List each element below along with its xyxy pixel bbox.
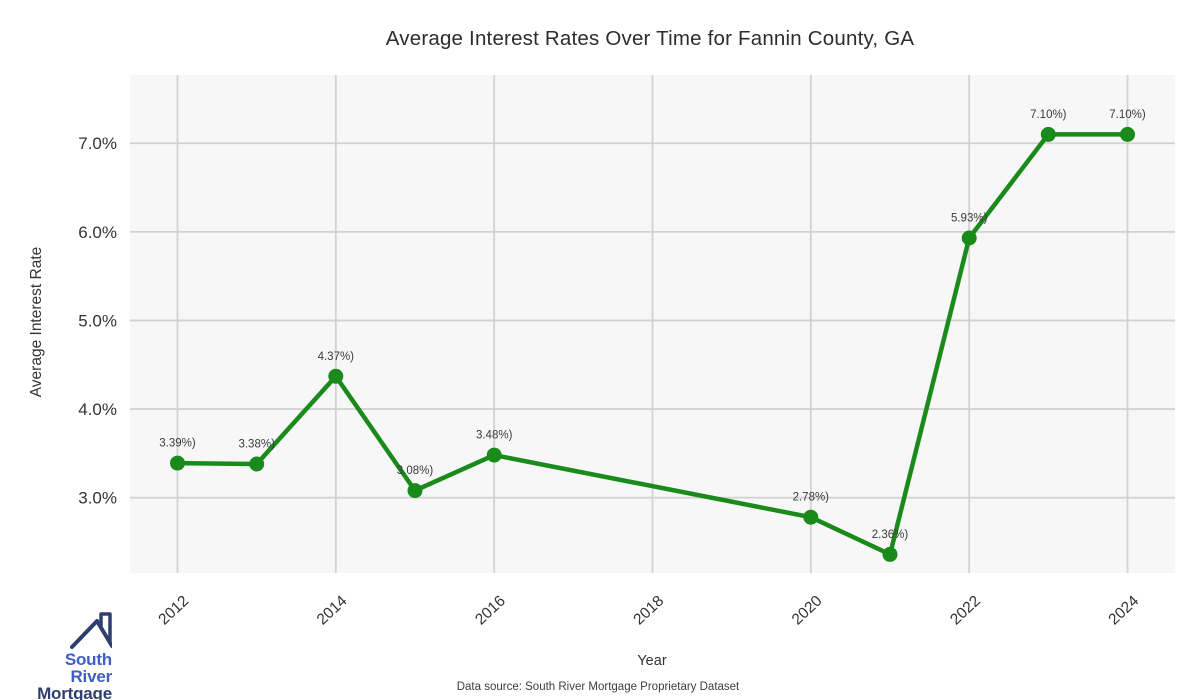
- data-point-label: 3.38%): [238, 439, 275, 451]
- y-tick-label: 7.0%: [78, 134, 117, 153]
- x-tick-label: 2014: [314, 592, 351, 628]
- data-point-label: 5.93%): [951, 213, 988, 225]
- data-point: [249, 456, 265, 472]
- y-tick-label: 5.0%: [78, 312, 117, 331]
- company-logo: South River Mortgage: [20, 608, 112, 700]
- data-point: [882, 546, 898, 562]
- x-tick-label: 2022: [947, 592, 984, 628]
- data-point-label: 3.48%): [476, 430, 513, 442]
- data-point-label: 2.78%): [793, 492, 830, 504]
- data-point: [170, 455, 185, 471]
- x-tick-label: 2016: [472, 592, 509, 628]
- data-point: [1040, 126, 1056, 142]
- data-source-note: Data source: South River Mortgage Propri…: [456, 681, 740, 693]
- data-point-label: 2.36%): [872, 529, 909, 541]
- logo-text-secondary: Mortgage: [37, 684, 112, 700]
- logo-text-primary: South River: [64, 650, 112, 686]
- y-axis-label: Average Interest Rate: [28, 246, 45, 398]
- data-point: [1120, 126, 1135, 142]
- x-tick-label: 2012: [155, 592, 192, 628]
- data-point: [407, 483, 423, 499]
- data-point: [961, 230, 977, 246]
- data-point: [486, 447, 502, 463]
- y-tick-label: 6.0%: [78, 223, 117, 242]
- data-point: [328, 368, 344, 384]
- data-point-label: 3.08%): [397, 465, 434, 477]
- x-tick-label: 2020: [789, 592, 826, 628]
- y-tick-label: 4.0%: [78, 400, 117, 419]
- data-point-label: 7.10%): [1030, 109, 1067, 121]
- x-axis-label: Year: [637, 653, 667, 669]
- house-roof-icon: [70, 612, 112, 649]
- data-point-label: 4.37%): [318, 351, 355, 363]
- data-point: [803, 509, 819, 525]
- data-point-label: 3.39%): [159, 438, 196, 450]
- x-tick-label: 2024: [1105, 592, 1142, 628]
- x-tick-label: 2018: [630, 592, 667, 628]
- chart-title: Average Interest Rates Over Time for Fan…: [385, 27, 915, 50]
- y-tick-label: 3.0%: [78, 489, 117, 508]
- data-point-label: 7.10%): [1109, 109, 1146, 121]
- series-line: [175, 132, 1130, 557]
